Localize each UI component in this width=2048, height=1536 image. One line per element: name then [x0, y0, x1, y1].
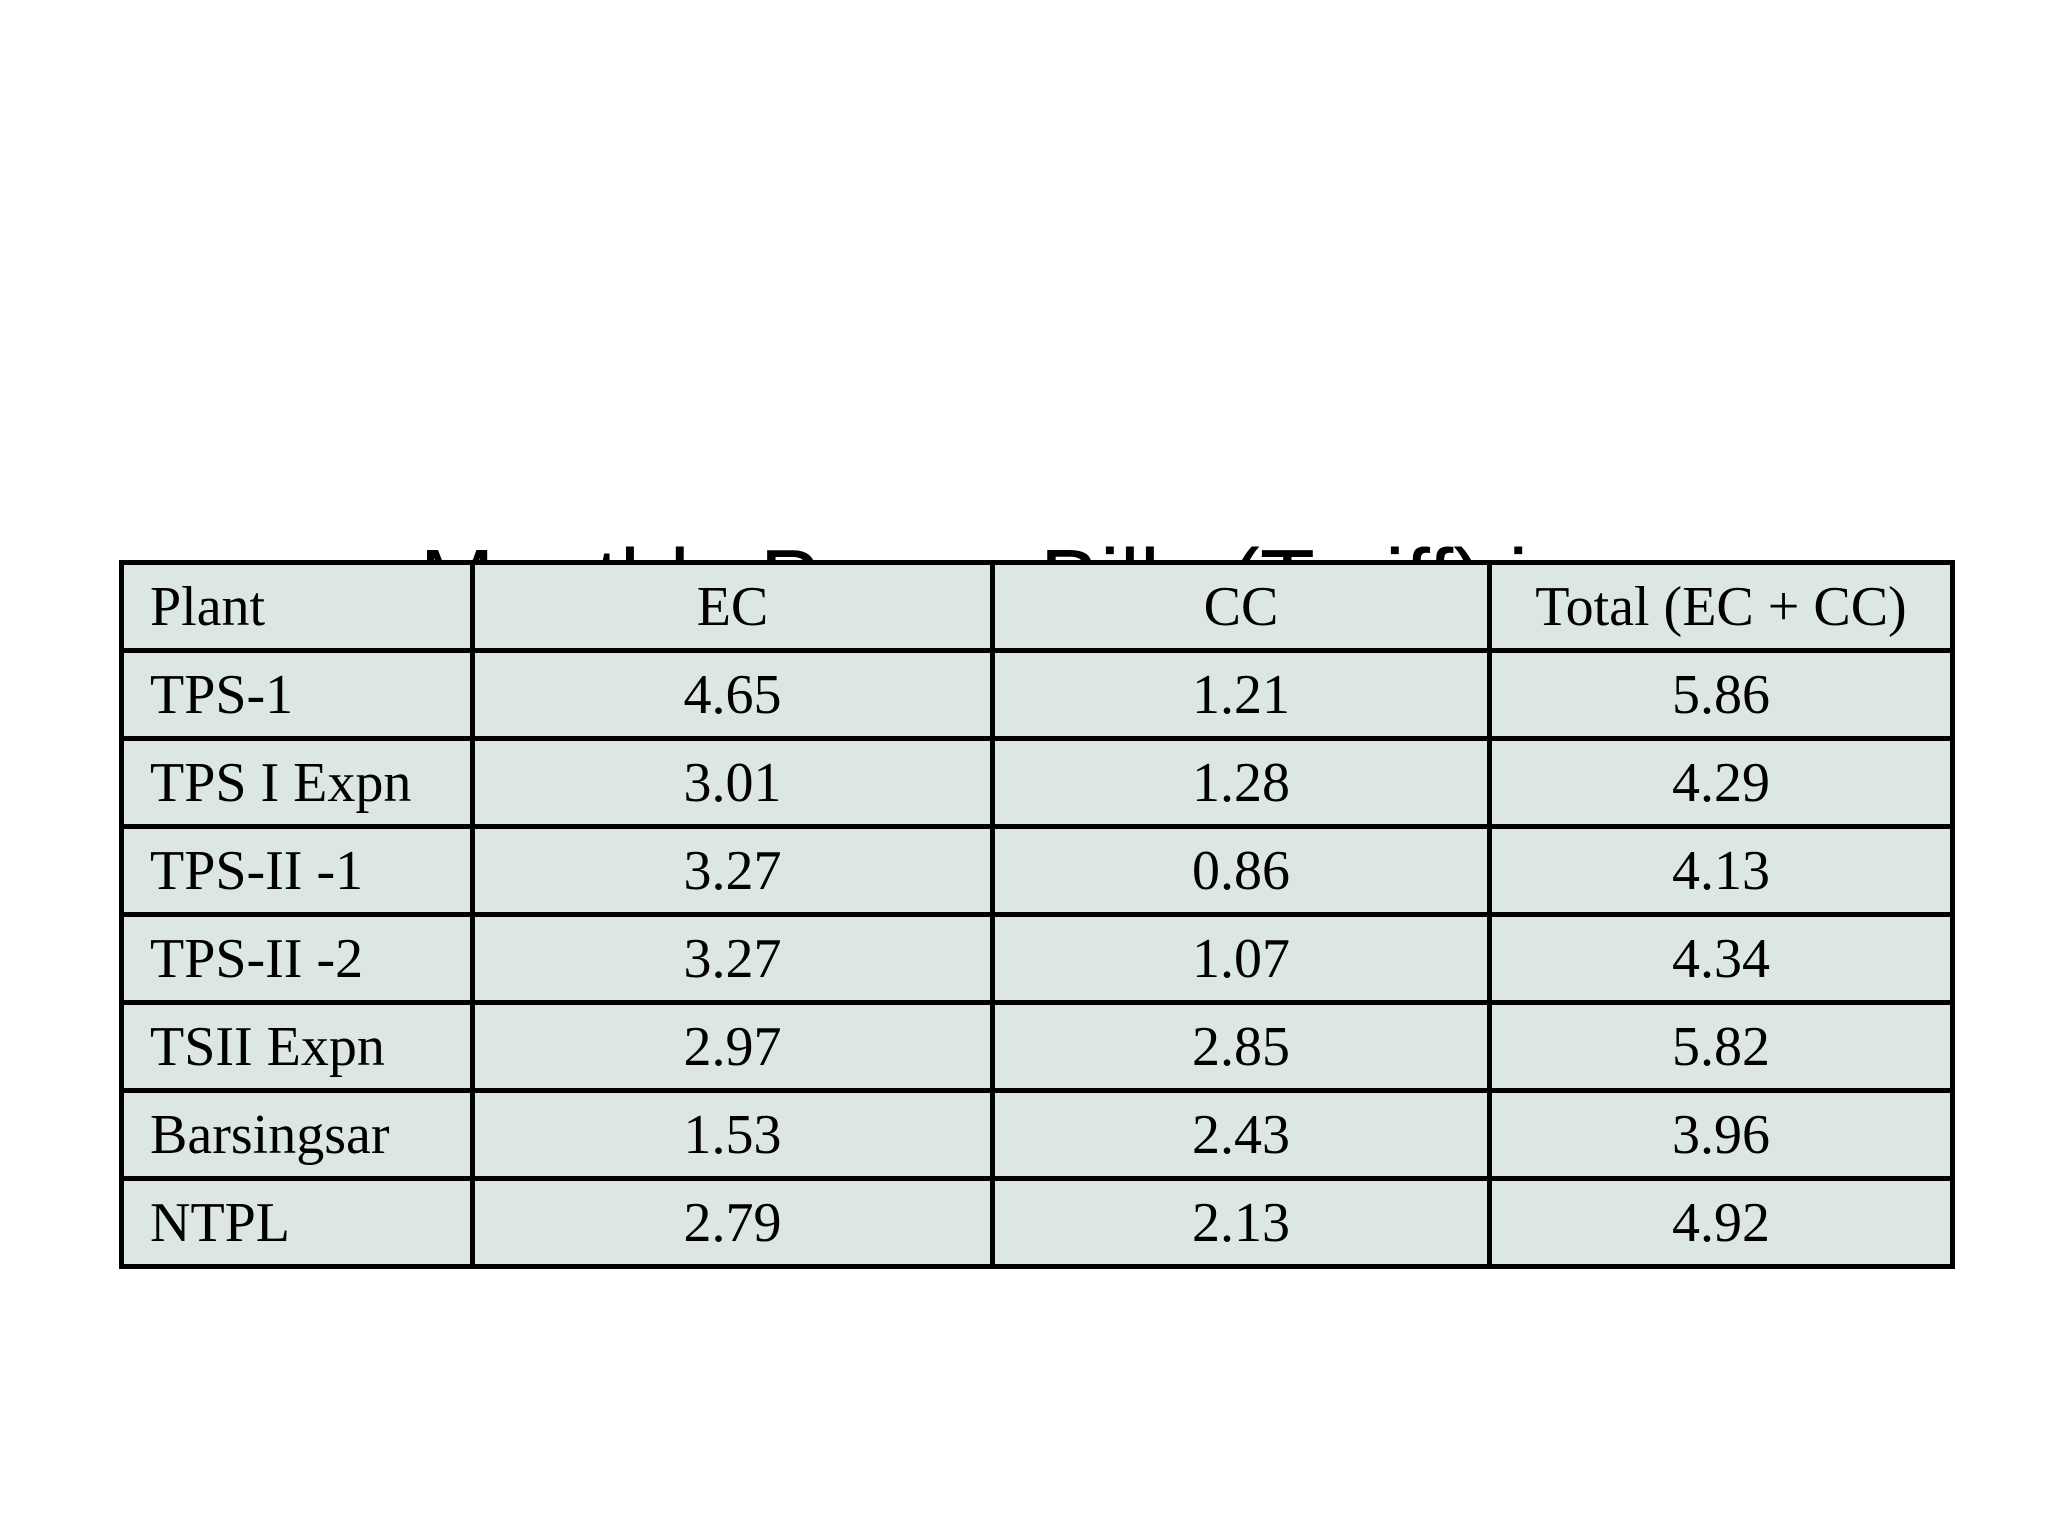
cc-value-cell: 2.85	[990, 1000, 1492, 1093]
ec-value-cell: 1.53	[470, 1088, 995, 1181]
table-row: TPS-II -1 3.27 0.86 4.13	[119, 824, 1955, 917]
column-header-ec: EC	[470, 560, 995, 653]
column-header-cc: CC	[990, 560, 1492, 653]
ec-value-cell: 3.27	[470, 912, 995, 1005]
plant-name-cell: NTPL	[119, 1176, 475, 1269]
total-value-cell: 4.13	[1487, 824, 1955, 917]
plant-name-cell: Barsingsar	[119, 1088, 475, 1181]
table-header-row: Plant EC CC Total (EC + CC)	[119, 560, 1955, 653]
cc-value-cell: 1.21	[990, 648, 1492, 741]
total-value-cell: 5.86	[1487, 648, 1955, 741]
plant-name-cell: TPS-II -2	[119, 912, 475, 1005]
ec-value-cell: 2.97	[470, 1000, 995, 1093]
cc-value-cell: 1.07	[990, 912, 1492, 1005]
table-row: TPS-II -2 3.27 1.07 4.34	[119, 912, 1955, 1005]
ec-value-cell: 2.79	[470, 1176, 995, 1269]
cc-value-cell: 0.86	[990, 824, 1492, 917]
column-header-total: Total (EC + CC)	[1487, 560, 1955, 653]
ec-value-cell: 4.65	[470, 648, 995, 741]
plant-name-cell: TPS I Expn	[119, 736, 475, 829]
cc-value-cell: 2.43	[990, 1088, 1492, 1181]
ec-value-cell: 3.27	[470, 824, 995, 917]
column-header-plant: Plant	[119, 560, 475, 653]
total-value-cell: 5.82	[1487, 1000, 1955, 1093]
plant-name-cell: TPS-1	[119, 648, 475, 741]
power-tariff-table: Plant EC CC Total (EC + CC) TPS-1 4.65 1…	[119, 560, 1955, 1269]
total-value-cell: 4.34	[1487, 912, 1955, 1005]
cc-value-cell: 2.13	[990, 1176, 1492, 1269]
table-row: TPS-1 4.65 1.21 5.86	[119, 648, 1955, 741]
plant-name-cell: TPS-II -1	[119, 824, 475, 917]
table-row: NTPL 2.79 2.13 4.92	[119, 1176, 1955, 1269]
plant-name-cell: TSII Expn	[119, 1000, 475, 1093]
table-row: Barsingsar 1.53 2.43 3.96	[119, 1088, 1955, 1181]
total-value-cell: 4.92	[1487, 1176, 1955, 1269]
table-row: TSII Expn 2.97 2.85 5.82	[119, 1000, 1955, 1093]
cc-value-cell: 1.28	[990, 736, 1492, 829]
total-value-cell: 4.29	[1487, 736, 1955, 829]
ec-value-cell: 3.01	[470, 736, 995, 829]
table-row: TPS I Expn 3.01 1.28 4.29	[119, 736, 1955, 829]
total-value-cell: 3.96	[1487, 1088, 1955, 1181]
